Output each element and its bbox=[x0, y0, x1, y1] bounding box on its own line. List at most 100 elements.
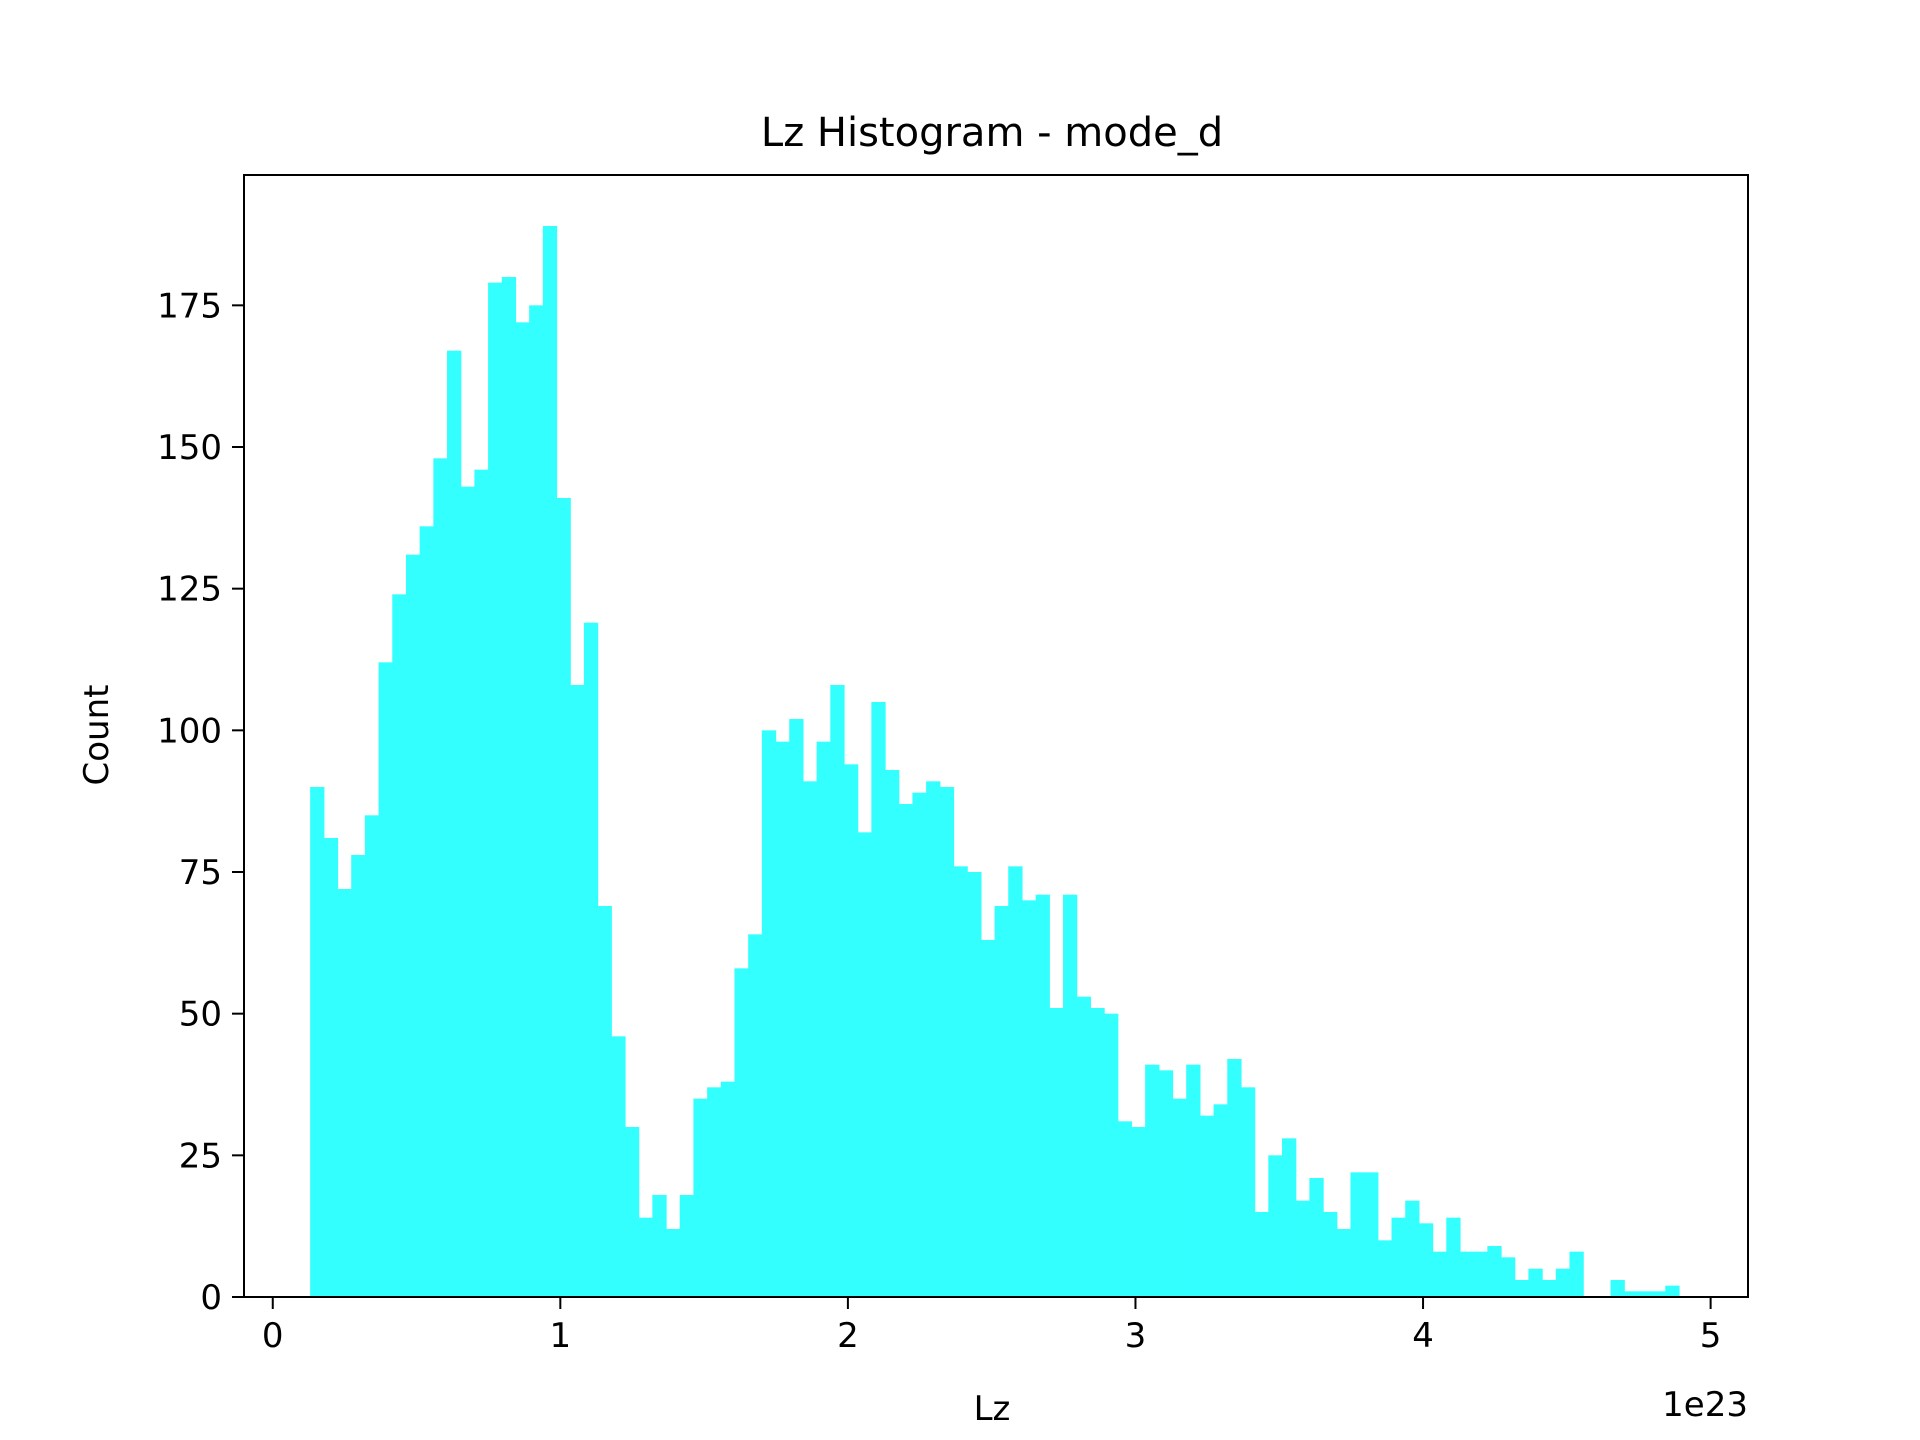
histogram-bar bbox=[994, 906, 1009, 1297]
histogram-bar bbox=[556, 498, 571, 1297]
histogram-bar bbox=[871, 702, 886, 1297]
histogram-bar bbox=[857, 832, 872, 1297]
histogram-bar bbox=[652, 1195, 667, 1297]
histogram-bar bbox=[1336, 1229, 1352, 1297]
histogram-bar bbox=[1377, 1240, 1393, 1297]
histogram-bar bbox=[1063, 894, 1078, 1297]
histogram-bar bbox=[816, 741, 831, 1297]
histogram-bar bbox=[980, 940, 996, 1297]
histogram-bar bbox=[1610, 1280, 1625, 1297]
y-tick-label: 100 bbox=[157, 711, 222, 751]
y-tick-label: 75 bbox=[179, 853, 222, 893]
histogram-bar bbox=[707, 1087, 722, 1297]
histogram-bar bbox=[1542, 1280, 1557, 1297]
histogram-bar bbox=[1528, 1268, 1543, 1297]
histogram-bar bbox=[1145, 1064, 1160, 1297]
histogram-bar bbox=[405, 554, 421, 1297]
histogram-bar bbox=[1665, 1285, 1680, 1297]
histogram-bar bbox=[843, 764, 859, 1297]
histogram-bar bbox=[1186, 1064, 1201, 1297]
histogram-bar bbox=[1637, 1291, 1653, 1297]
x-axis-offset-label: 1e23 bbox=[1662, 1385, 1748, 1425]
histogram-bar bbox=[597, 906, 612, 1297]
histogram-bar bbox=[392, 594, 407, 1297]
histogram-bar bbox=[912, 792, 927, 1297]
histogram-bar bbox=[789, 719, 804, 1297]
histogram-bar bbox=[666, 1229, 681, 1297]
x-tick-label: 3 bbox=[1125, 1316, 1147, 1356]
histogram-bar bbox=[310, 787, 325, 1297]
histogram-bar bbox=[1487, 1246, 1502, 1297]
histogram-bar bbox=[1432, 1251, 1447, 1297]
histogram-bar bbox=[1131, 1127, 1146, 1297]
histogram-bar bbox=[1199, 1115, 1215, 1297]
histogram-bar bbox=[1624, 1291, 1639, 1297]
histogram-bar bbox=[1117, 1121, 1133, 1297]
histogram-bar bbox=[1651, 1291, 1666, 1297]
histogram-bar bbox=[501, 277, 517, 1297]
histogram-bar bbox=[1418, 1223, 1434, 1297]
histogram-bar bbox=[761, 730, 777, 1297]
histogram-bar bbox=[1555, 1268, 1571, 1297]
histogram-bar bbox=[1035, 894, 1050, 1297]
histogram-bar bbox=[1295, 1200, 1310, 1297]
histogram-bar bbox=[1405, 1200, 1420, 1297]
histogram-bar bbox=[1021, 900, 1037, 1297]
histogram-bar bbox=[926, 781, 941, 1297]
histogram-bar bbox=[1514, 1280, 1530, 1297]
histogram-bar bbox=[1240, 1087, 1256, 1297]
histogram-bar bbox=[802, 781, 818, 1297]
histogram-bar bbox=[1158, 1070, 1174, 1297]
histogram-bar bbox=[611, 1036, 626, 1297]
histogram-bar bbox=[1473, 1251, 1488, 1297]
histogram-bar bbox=[1049, 1008, 1064, 1297]
histogram-bar bbox=[1446, 1217, 1461, 1297]
histogram-bar bbox=[1268, 1155, 1283, 1297]
histogram-bar bbox=[433, 458, 448, 1298]
histogram-bar bbox=[378, 662, 393, 1297]
y-tick-label: 0 bbox=[200, 1278, 222, 1318]
histogram-bar bbox=[1569, 1251, 1584, 1297]
histogram-bar bbox=[720, 1081, 736, 1297]
histogram-bar bbox=[885, 770, 900, 1297]
histogram-bar bbox=[1227, 1059, 1242, 1297]
histogram-bar bbox=[1076, 996, 1091, 1297]
histogram-bar bbox=[1501, 1257, 1516, 1297]
histogram-bar bbox=[1172, 1098, 1187, 1297]
y-tick-label: 25 bbox=[179, 1136, 222, 1176]
histogram-bar bbox=[679, 1195, 695, 1297]
histogram-bar bbox=[693, 1098, 708, 1297]
x-tick-label: 5 bbox=[1700, 1316, 1722, 1356]
x-tick-label: 2 bbox=[837, 1316, 859, 1356]
histogram-bar bbox=[1459, 1251, 1475, 1297]
histogram-bar bbox=[1282, 1138, 1297, 1297]
x-axis-ticks: 0 1 2 3 4 5 bbox=[262, 1297, 1721, 1356]
histogram-bar bbox=[898, 804, 914, 1297]
histogram-bar bbox=[1104, 1013, 1119, 1297]
histogram-bar bbox=[748, 934, 763, 1297]
histogram-bar bbox=[624, 1127, 640, 1297]
histogram-bar bbox=[364, 815, 380, 1297]
histogram-bar bbox=[734, 968, 749, 1297]
plot-frame bbox=[243, 174, 1749, 1298]
histogram-bar bbox=[337, 889, 352, 1297]
histogram-bar bbox=[515, 322, 530, 1298]
histogram-bar bbox=[1364, 1172, 1379, 1297]
x-axis-label: Lz bbox=[974, 1389, 1011, 1429]
histogram-bar bbox=[638, 1217, 653, 1297]
x-tick-label: 4 bbox=[1412, 1316, 1434, 1356]
y-tick-label: 175 bbox=[157, 286, 222, 326]
histogram-bar bbox=[460, 486, 475, 1297]
histogram-bar bbox=[939, 787, 955, 1297]
histogram-bar bbox=[1254, 1212, 1269, 1297]
histogram-bar bbox=[1213, 1104, 1228, 1297]
histogram-bar bbox=[1008, 866, 1023, 1297]
histogram-bar bbox=[775, 741, 790, 1297]
chart-title: Lz Histogram - mode_d bbox=[761, 110, 1223, 156]
histogram-bar bbox=[570, 685, 585, 1297]
histogram-bar bbox=[967, 872, 982, 1297]
histogram-bar bbox=[953, 866, 968, 1297]
histogram-bar bbox=[474, 469, 489, 1297]
histogram-bar bbox=[830, 685, 845, 1297]
